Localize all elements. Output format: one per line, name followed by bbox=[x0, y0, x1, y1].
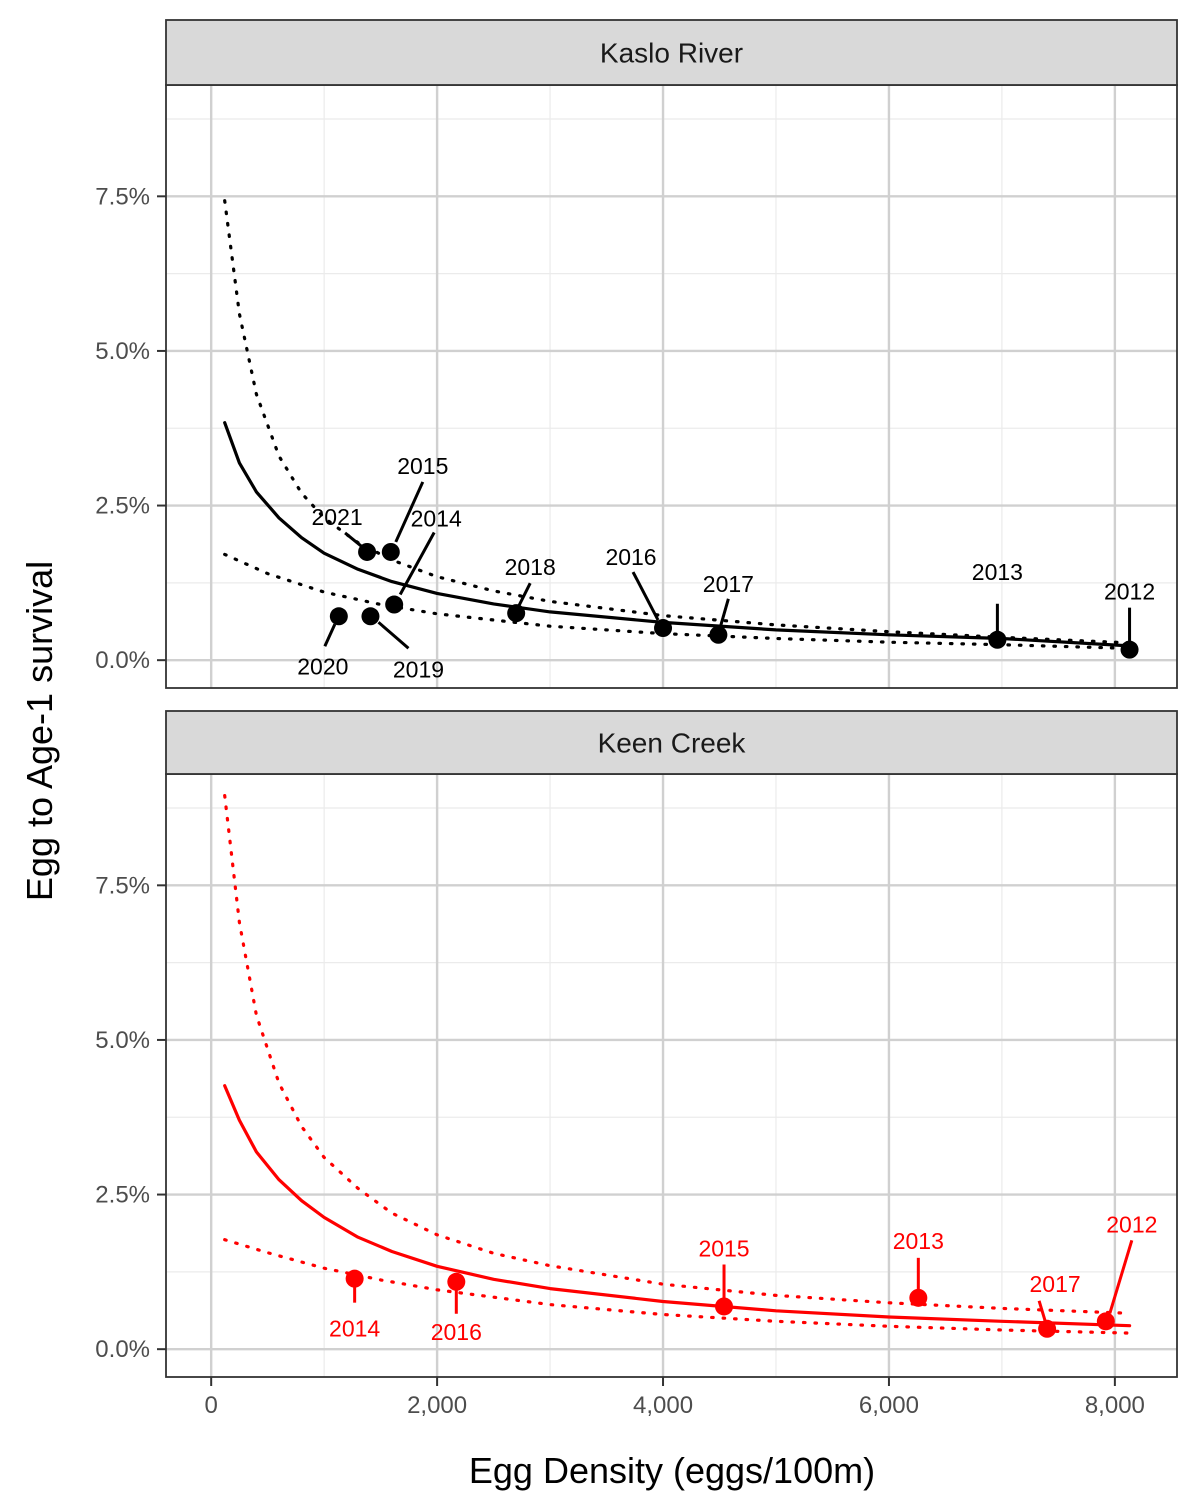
data-point-label: 2016 bbox=[431, 1319, 482, 1345]
data-point-label: 2021 bbox=[311, 504, 362, 530]
data-point bbox=[358, 542, 377, 561]
label-leader-line bbox=[718, 598, 730, 628]
data-point-label: 2012 bbox=[1104, 579, 1155, 605]
data-point-label: 2012 bbox=[1106, 1211, 1157, 1237]
data-point bbox=[654, 619, 673, 638]
label-leader-line bbox=[398, 531, 436, 596]
x-tick-label: 6,000 bbox=[859, 1392, 919, 1419]
data-point bbox=[909, 1288, 928, 1307]
data-point bbox=[988, 630, 1007, 649]
data-point-label: 2014 bbox=[411, 506, 462, 532]
data-point bbox=[1038, 1319, 1057, 1338]
data-point-label: 2018 bbox=[505, 554, 556, 580]
lower-bound-line bbox=[223, 552, 1132, 650]
panel-1: 2012 2013 2014 2015 2016 2017 Keen Creek 0.0% 2.… bbox=[95, 710, 1178, 1378]
data-point bbox=[345, 1269, 364, 1288]
x-tick-label: 0 bbox=[205, 1392, 218, 1419]
fitted-curve bbox=[223, 421, 1132, 648]
data-point-label: 2017 bbox=[1030, 1271, 1081, 1297]
data-point-label: 2016 bbox=[605, 544, 656, 570]
y-tick-label: 7.5% bbox=[95, 183, 150, 210]
data-point bbox=[385, 595, 404, 614]
y-tick-label: 2.5% bbox=[95, 1182, 150, 1209]
data-point-label: 2015 bbox=[698, 1235, 749, 1261]
facet-strip bbox=[165, 710, 1178, 775]
label-leader-line bbox=[377, 621, 410, 650]
data-point-label: 2014 bbox=[329, 1316, 380, 1342]
data-point-label: 2020 bbox=[297, 653, 348, 679]
data-point bbox=[1096, 1312, 1115, 1331]
data-point-label: 2013 bbox=[893, 1228, 944, 1254]
label-leader-line bbox=[517, 582, 532, 606]
data-point bbox=[715, 1297, 734, 1316]
label-leader-line bbox=[1037, 1300, 1047, 1322]
data-point bbox=[1120, 640, 1139, 659]
y-tick-label: 0.0% bbox=[95, 647, 150, 674]
fitted-curve bbox=[223, 1084, 1132, 1328]
label-leader-line bbox=[631, 571, 660, 621]
panel-background bbox=[166, 85, 1177, 688]
data-point-label: 2015 bbox=[397, 453, 448, 479]
data-point-label: 2013 bbox=[972, 559, 1023, 585]
label-leader-line bbox=[323, 623, 337, 647]
panel-background bbox=[166, 774, 1177, 1377]
y-tick-label: 5.0% bbox=[95, 1027, 150, 1054]
label-leader-line bbox=[394, 481, 425, 543]
x-tick-label: 4,000 bbox=[633, 1392, 693, 1419]
label-leader-line bbox=[1108, 1239, 1134, 1314]
y-tick-label: 0.0% bbox=[95, 1336, 150, 1363]
data-point bbox=[507, 604, 526, 623]
data-point-label: 2019 bbox=[393, 656, 444, 682]
lower-bound-line bbox=[223, 1238, 1132, 1335]
facet-strip-title: Keen Creek bbox=[598, 728, 747, 759]
x-tick-label: 8,000 bbox=[1085, 1392, 1145, 1419]
x-tick-label: 2,000 bbox=[407, 1392, 467, 1419]
upper-bound-line bbox=[223, 199, 1132, 645]
data-point bbox=[361, 607, 380, 626]
facet-strip bbox=[165, 19, 1178, 86]
facet-strip-title: Kaslo River bbox=[600, 38, 743, 69]
y-tick-label: 5.0% bbox=[95, 338, 150, 365]
label-leader-line bbox=[344, 531, 363, 548]
data-point bbox=[381, 542, 400, 561]
data-point bbox=[329, 607, 348, 626]
y-tick-label: 2.5% bbox=[95, 493, 150, 520]
x-axis-title: Egg Density (eggs/100m) bbox=[469, 1450, 875, 1491]
upper-bound-line bbox=[223, 794, 1132, 1315]
y-tick-label: 7.5% bbox=[95, 872, 150, 899]
panel-0: 2012 2013 2014 2015 2016 2017 2018 2019 2020 2021… bbox=[95, 19, 1178, 689]
data-point bbox=[447, 1272, 466, 1291]
data-point-label: 2017 bbox=[703, 571, 754, 597]
data-point bbox=[709, 625, 728, 644]
y-axis-title: Egg to Age-1 survival bbox=[19, 561, 60, 901]
